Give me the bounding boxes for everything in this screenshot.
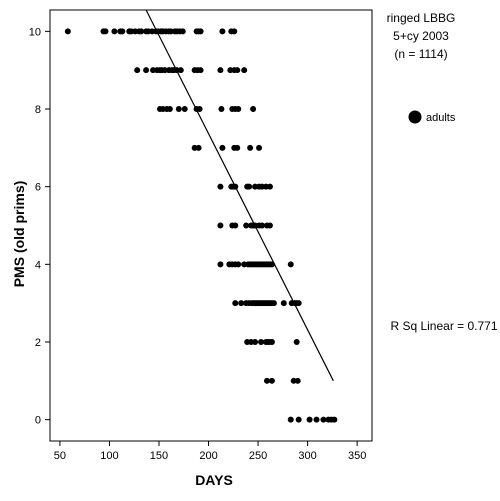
data-point (235, 106, 242, 113)
data-point (195, 144, 202, 151)
data-point (217, 67, 224, 74)
data-point (134, 67, 141, 74)
y-tick-label: 2 (35, 337, 41, 349)
data-point (197, 67, 204, 74)
r-squared-annotation: R Sq Linear = 0.771 (390, 319, 497, 333)
data-point (234, 67, 241, 74)
y-axis: 0 2 4 6 8 10 (29, 26, 50, 427)
data-point (280, 300, 287, 307)
data-point (218, 106, 225, 113)
plot-border (49, 9, 373, 442)
x-tick-label: 250 (249, 450, 267, 462)
data-point (181, 106, 188, 113)
data-point (266, 222, 273, 229)
data-point (235, 261, 242, 268)
y-tick-label: 4 (35, 259, 41, 271)
data-point (143, 67, 150, 74)
data-point (287, 261, 294, 268)
data-point (266, 183, 273, 190)
data-point (295, 416, 302, 423)
data-point (293, 338, 300, 345)
data-point (294, 377, 301, 384)
data-point (268, 377, 275, 384)
title-line-2: 5+cy 2003 (393, 29, 449, 43)
data-point (246, 183, 253, 190)
title-line-1: ringed LBBG (387, 11, 456, 25)
fit-line-group (145, 9, 334, 382)
x-tick-label: 200 (199, 450, 217, 462)
data-point (138, 28, 145, 35)
data-point (256, 144, 263, 151)
data-point (219, 28, 226, 35)
y-axis-title: PMS (old prims) (11, 181, 27, 288)
data-point (232, 222, 239, 229)
data-point (232, 300, 239, 307)
data-point (238, 300, 245, 307)
data-point (320, 416, 327, 423)
y-tick-label: 10 (29, 26, 41, 38)
data-point (102, 28, 109, 35)
data-point (258, 338, 265, 345)
data-point (295, 300, 302, 307)
legend-label: adults (426, 112, 456, 124)
data-point (268, 338, 275, 345)
data-point (313, 416, 320, 423)
y-tick-label: 0 (35, 415, 41, 427)
data-point (270, 300, 277, 307)
data-point (217, 261, 224, 268)
data-point (177, 67, 184, 74)
data-point (64, 28, 71, 35)
plot-frame (49, 9, 373, 442)
y-tick-label: 8 (35, 104, 41, 116)
data-point (196, 106, 203, 113)
x-tick-label: 150 (150, 450, 168, 462)
data-point (263, 377, 270, 384)
x-tick-label: 350 (348, 450, 366, 462)
legend-marker (408, 110, 422, 124)
x-tick-label: 50 (54, 450, 66, 462)
x-tick-label: 100 (100, 450, 118, 462)
data-point (287, 416, 294, 423)
data-point (111, 28, 118, 35)
data-point (259, 222, 266, 229)
data-point (166, 106, 173, 113)
data-point (250, 106, 257, 113)
x-tick-label: 300 (298, 450, 316, 462)
data-point (179, 28, 186, 35)
x-axis-title: DAYS (195, 472, 233, 488)
data-point (197, 28, 204, 35)
data-point (231, 28, 238, 35)
data-point (241, 67, 248, 74)
data-point (331, 416, 338, 423)
data-point (252, 338, 259, 345)
data-point (306, 416, 313, 423)
data-points (64, 28, 338, 423)
data-point (217, 222, 224, 229)
data-point (175, 106, 182, 113)
x-axis: 50 100 150 200 250 300 350 (54, 441, 366, 462)
data-point (219, 144, 226, 151)
data-point (247, 144, 254, 151)
fit-line (145, 9, 334, 382)
title-line-3: (n = 1114) (394, 47, 447, 61)
data-point (234, 144, 241, 151)
data-point (119, 28, 126, 35)
y-tick-label: 6 (35, 182, 41, 194)
data-point (217, 183, 224, 190)
data-point (243, 222, 250, 229)
